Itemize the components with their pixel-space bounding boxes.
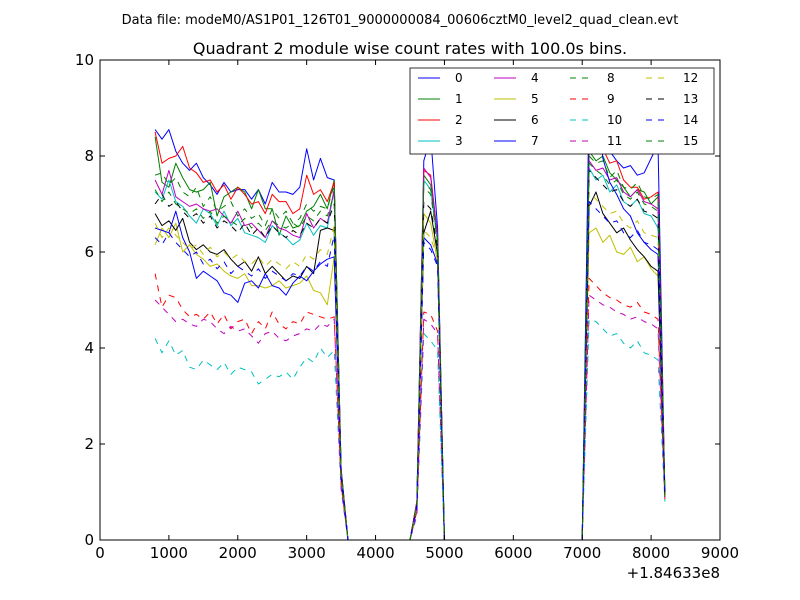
y-tick-label-4: 4 [84,339,94,357]
y-tick-label-6: 6 [84,243,94,261]
series-10-line [154,318,666,541]
x-tick-label-0: 0 [95,544,105,562]
axes-layer: 0 1000 2000 3000 4000 5000 6000 7000 8000 9000 0 2 4… [75,51,739,562]
x-tick-label-6000: 6000 [494,544,532,562]
x-tick-label-3000: 3000 [288,544,326,562]
x-tick-label-8000: 8000 [632,544,670,562]
plot-frame [99,59,721,541]
legend-label-10: 10 [607,113,622,127]
data-file-label: Data file: modeM0/AS1P01_126T01_90000000… [122,13,679,28]
x-tick-label-7000: 7000 [563,544,601,562]
legend-label-4: 4 [531,71,539,85]
legend-label-2: 2 [455,113,463,127]
legend-label-0: 0 [455,71,463,85]
y-tick-label-2: 2 [84,435,94,453]
legend-label-6: 6 [531,113,539,127]
x-tick-label-2000: 2000 [219,544,257,562]
legend-label-14: 14 [683,113,698,127]
x-tick-label-9000: 9000 [701,544,739,562]
legend-label-3: 3 [455,134,463,148]
legend-label-13: 13 [683,92,698,106]
legend-label-9: 9 [607,92,615,106]
legend-label-11: 11 [607,134,622,148]
legend-label-8: 8 [607,71,615,85]
legend-label-12: 12 [683,71,698,85]
y-tick-label-8: 8 [84,147,94,165]
x-tick-label-4000: 4000 [356,544,394,562]
x-offset-label: +1.84633e8 [627,564,720,582]
x-tick-label-1000: 1000 [150,544,188,562]
legend-label-7: 7 [531,134,539,148]
legend-box [409,67,715,155]
chart-title: Quadrant 2 module wise count rates with … [193,39,627,58]
legend-label-5: 5 [531,92,539,106]
y-tick-label-0: 0 [84,531,94,549]
y-tick-label-10: 10 [75,51,94,69]
legend-label-1: 1 [455,92,463,106]
x-tick-label-5000: 5000 [425,544,463,562]
legend-label-15: 15 [683,134,698,148]
